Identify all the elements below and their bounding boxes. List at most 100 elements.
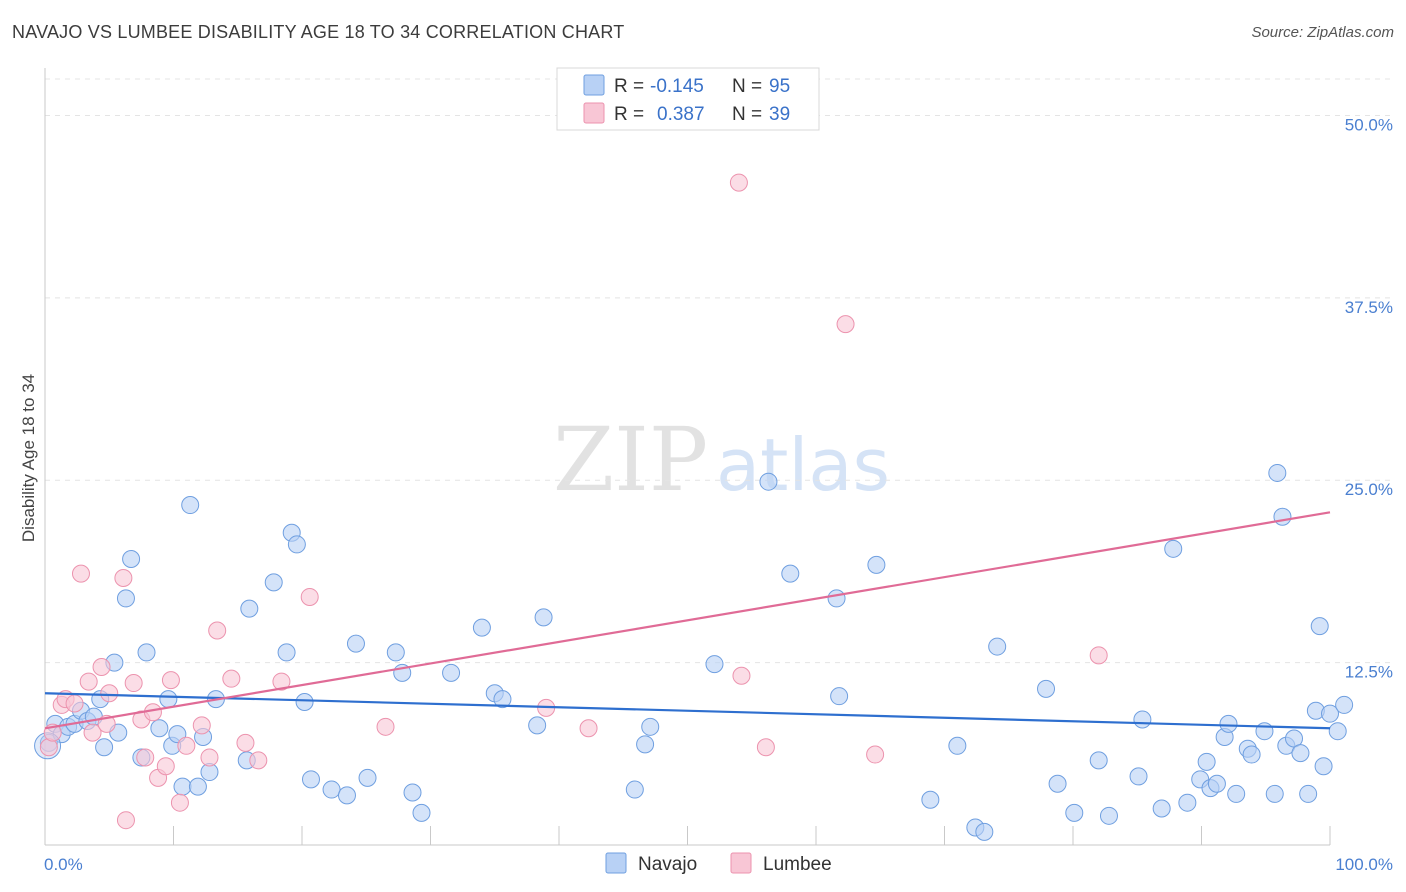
navajo-point-36 bbox=[346, 634, 365, 653]
navajo-point-20 bbox=[173, 777, 192, 796]
navajo-point-65 bbox=[1089, 751, 1108, 770]
bottom-legend-label-lumbee: Lumbee bbox=[763, 854, 832, 875]
lumbee-point-33 bbox=[729, 173, 748, 192]
navajo-point-27 bbox=[240, 599, 259, 618]
lumbee-point-22 bbox=[192, 716, 211, 735]
navajo-point-40 bbox=[403, 783, 422, 802]
navajo-point-49 bbox=[636, 735, 655, 754]
navajo-point-21 bbox=[181, 496, 200, 515]
lumbee-point-30 bbox=[376, 717, 395, 736]
navajo-point-42 bbox=[442, 663, 461, 682]
watermark-atlas: atlas bbox=[716, 423, 890, 507]
navajo-point-61 bbox=[988, 637, 1007, 656]
watermark-zip: ZIP bbox=[553, 408, 708, 511]
navajo-point-88 bbox=[1299, 784, 1318, 803]
bottom-legend-label-navajo: Navajo bbox=[638, 854, 697, 875]
navajo-point-80 bbox=[1242, 745, 1261, 764]
legend-r-value-navajo: -0.145 bbox=[650, 76, 704, 97]
navajo-point-33 bbox=[301, 770, 320, 789]
lumbee-point-20 bbox=[170, 793, 189, 812]
navajo-point-50 bbox=[641, 717, 660, 736]
navajo-point-87 bbox=[1291, 744, 1310, 763]
navajo-point-31 bbox=[287, 535, 306, 554]
navajo-point-63 bbox=[1048, 774, 1067, 793]
navajo-point-16 bbox=[150, 719, 169, 738]
navajo-point-9 bbox=[95, 738, 114, 757]
navajo-point-66 bbox=[1099, 806, 1118, 825]
navajo-points bbox=[34, 463, 1354, 841]
lumbee-point-7 bbox=[83, 723, 102, 742]
legend-r-value-lumbee: 0.387 bbox=[657, 104, 705, 125]
lumbee-point-8 bbox=[92, 657, 111, 676]
navajo-point-75 bbox=[1207, 774, 1226, 793]
navajo-point-51 bbox=[705, 655, 724, 674]
navajo-point-71 bbox=[1178, 793, 1197, 812]
navajo-point-45 bbox=[493, 690, 512, 709]
navajo-point-35 bbox=[337, 786, 356, 805]
lumbee-trend-line bbox=[44, 511, 1331, 730]
navajo-point-68 bbox=[1133, 710, 1152, 729]
lumbee-point-29 bbox=[300, 587, 319, 606]
axes bbox=[44, 68, 1331, 846]
legend-r-label-navajo: R = bbox=[614, 76, 644, 97]
legend-n-value-lumbee: 39 bbox=[769, 104, 790, 125]
navajo-point-13 bbox=[122, 550, 141, 569]
navajo-point-47 bbox=[534, 608, 553, 627]
y-tick-label-2: 37.5% bbox=[1345, 298, 1393, 317]
navajo-point-91 bbox=[1314, 757, 1333, 776]
lumbee-point-13 bbox=[124, 674, 143, 693]
lumbee-point-32 bbox=[579, 719, 598, 738]
bottom-legend-swatch-navajo bbox=[605, 852, 627, 874]
navajo-point-57 bbox=[921, 790, 940, 809]
lumbee-point-25 bbox=[222, 669, 241, 688]
navajo-point-67 bbox=[1129, 767, 1148, 786]
navajo-point-70 bbox=[1164, 539, 1183, 558]
navajo-point-60 bbox=[975, 822, 994, 841]
navajo-point-56 bbox=[867, 555, 886, 574]
y-tick-label-3: 50.0% bbox=[1345, 115, 1393, 134]
navajo-point-77 bbox=[1219, 714, 1238, 733]
navajo-point-17 bbox=[159, 690, 178, 709]
trend-lines bbox=[44, 511, 1331, 730]
navajo-point-15 bbox=[137, 643, 156, 662]
lumbee-point-15 bbox=[136, 748, 155, 767]
lumbee-point-4 bbox=[65, 694, 84, 713]
bottom-legend-swatch-lumbee bbox=[730, 852, 752, 874]
navajo-point-84 bbox=[1273, 507, 1292, 526]
lumbee-point-6 bbox=[79, 672, 98, 691]
chart-title: NAVAJO VS LUMBEE DISABILITY AGE 18 TO 34… bbox=[12, 22, 625, 42]
lumbee-point-34 bbox=[732, 666, 751, 685]
navajo-point-12 bbox=[116, 589, 135, 608]
legend-swatch-lumbee bbox=[583, 102, 605, 124]
navajo-point-78 bbox=[1227, 784, 1246, 803]
navajo-point-43 bbox=[472, 618, 491, 637]
legend-n-label-lumbee: N = bbox=[732, 104, 762, 125]
y-tick-label-0: 12.5% bbox=[1345, 663, 1393, 682]
x-tick-label-0: 0.0% bbox=[44, 855, 83, 874]
lumbee-points bbox=[39, 173, 1108, 830]
navajo-point-58 bbox=[948, 736, 967, 755]
lumbee-point-36 bbox=[836, 315, 855, 334]
legend-swatch-navajo bbox=[583, 74, 605, 96]
lumbee-point-37 bbox=[866, 745, 885, 764]
navajo-point-55 bbox=[830, 687, 849, 706]
navajo-point-64 bbox=[1065, 803, 1084, 822]
navajo-point-28 bbox=[264, 573, 283, 592]
x-tick-label-1: 100.0% bbox=[1335, 855, 1393, 874]
navajo-point-41 bbox=[412, 803, 431, 822]
lumbee-point-24 bbox=[208, 621, 227, 640]
navajo-point-29 bbox=[277, 643, 296, 662]
navajo-point-37 bbox=[358, 768, 377, 787]
lumbee-point-38 bbox=[1089, 646, 1108, 665]
navajo-point-93 bbox=[1328, 722, 1347, 741]
legend-r-label-lumbee: R = bbox=[614, 104, 644, 125]
navajo-point-54 bbox=[827, 589, 846, 608]
navajo-point-82 bbox=[1265, 784, 1284, 803]
lumbee-point-35 bbox=[756, 738, 775, 757]
navajo-point-52 bbox=[759, 472, 778, 491]
gridlines bbox=[45, 78, 1393, 664]
navajo-point-94 bbox=[1335, 695, 1354, 714]
navajo-point-53 bbox=[781, 564, 800, 583]
navajo-point-92 bbox=[1321, 704, 1339, 723]
